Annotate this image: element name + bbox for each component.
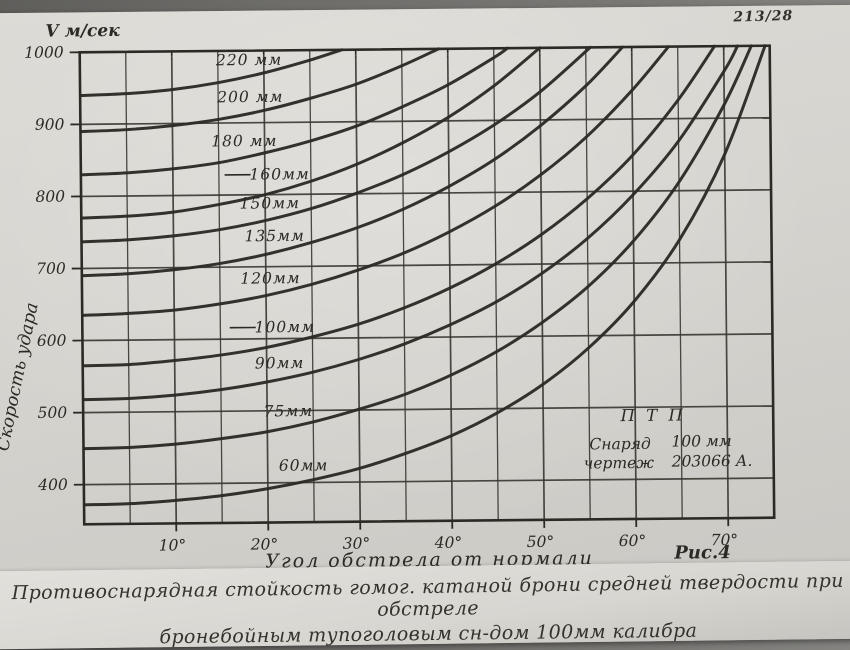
x-tick-label: 10° xyxy=(159,536,187,554)
y-tick-label: 700 xyxy=(36,260,66,278)
y-axis-title: Скорость удара xyxy=(0,301,43,453)
plot-border xyxy=(80,46,774,525)
curve-label: 135мм xyxy=(244,227,304,246)
y-tick-label: 1000 xyxy=(24,43,64,61)
annotation-title: П Т П xyxy=(619,406,685,426)
curve-label: 150мм xyxy=(240,194,300,213)
grid-line-vertical xyxy=(172,51,177,523)
grid-line-horizontal xyxy=(84,478,774,485)
curve-label: 160мм xyxy=(249,165,309,184)
caption-sheet: Противоснарядная стойкость гомог. катано… xyxy=(0,561,850,650)
grid-line-vertical xyxy=(218,51,223,523)
armor-penetration-chart: 10°20°30°40°50°60°70°1000900800700600500… xyxy=(0,5,850,575)
caption-line-1: Противоснарядная стойкость гомог. катано… xyxy=(0,570,850,627)
y-tick-label: 400 xyxy=(37,476,68,494)
curve-120мм xyxy=(80,47,671,316)
y-axis-unit-label: V м/сек xyxy=(45,21,120,42)
curve-label: 120мм xyxy=(240,269,300,288)
grid-line-vertical xyxy=(494,48,499,520)
curve-label: 90мм xyxy=(255,354,305,372)
y-tick-label: 500 xyxy=(37,404,67,422)
grid-line-vertical xyxy=(448,49,453,521)
curve-label: 220 мм xyxy=(215,51,282,70)
annotation-drawing-label: чертеж xyxy=(584,454,655,473)
curve-135мм xyxy=(80,47,625,276)
annotation-shell-label: Снаряд xyxy=(589,435,651,454)
curve-label: 60мм xyxy=(279,456,329,474)
grid-line-horizontal xyxy=(81,190,771,197)
figure-label: Рис.4 xyxy=(673,542,731,564)
x-tick-label: 60° xyxy=(619,532,647,550)
grid-line-vertical xyxy=(356,50,361,522)
grid-line-vertical xyxy=(126,52,131,524)
y-tick-label: 800 xyxy=(35,188,65,206)
curve-label: 75мм xyxy=(264,402,314,420)
annotation-shell-value: 100 мм xyxy=(671,432,731,451)
grid-line-vertical xyxy=(540,48,545,520)
curve-label: 100мм xyxy=(255,318,315,337)
y-tick-label: 600 xyxy=(37,332,67,350)
curve-label: 200 мм xyxy=(216,88,283,107)
y-tick-label: 900 xyxy=(35,116,65,134)
curve-220мм xyxy=(80,50,343,96)
grid-line-vertical xyxy=(402,49,407,521)
curve-label: 180 мм xyxy=(211,132,277,151)
annotation-drawing-value: 203066 А. xyxy=(671,452,753,471)
curve-90мм xyxy=(80,46,741,400)
